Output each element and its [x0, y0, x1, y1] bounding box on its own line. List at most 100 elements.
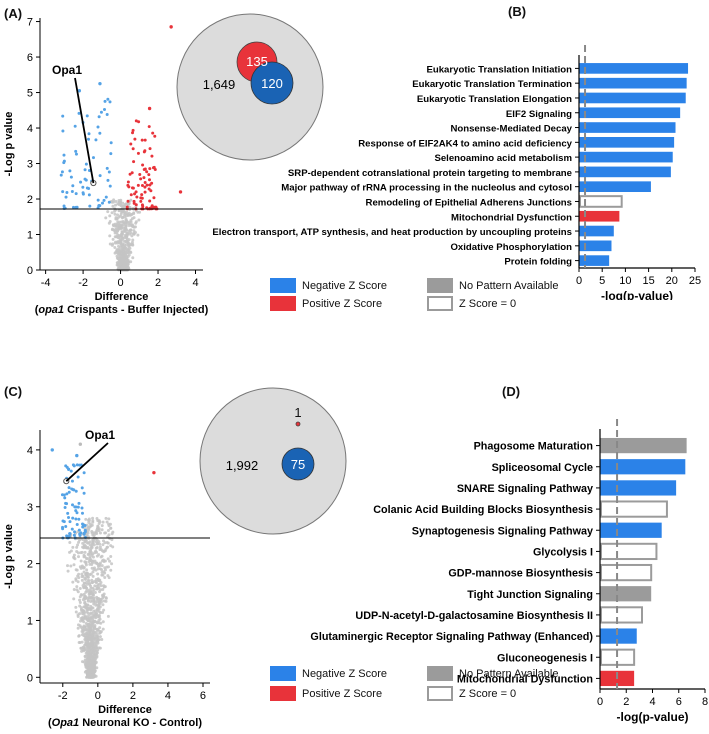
point-positive — [142, 167, 146, 171]
point-positive — [127, 185, 131, 189]
point-negative — [71, 463, 75, 467]
venn-blue-count: 75 — [291, 457, 305, 472]
point-nonsignificant — [105, 545, 109, 549]
point-nonsignificant — [93, 591, 97, 595]
venn-red-count: 1 — [294, 405, 301, 420]
point-nonsignificant — [93, 584, 97, 588]
point-positive — [134, 203, 138, 207]
point-nonsignificant — [96, 608, 100, 612]
legend-label-negative: Negative Z Score — [302, 279, 387, 292]
point-negative — [102, 198, 106, 202]
opa1-callout-line — [65, 442, 109, 482]
point-nonsignificant — [113, 231, 117, 235]
point-nonsignificant — [86, 599, 90, 603]
point-nonsignificant — [93, 559, 97, 563]
point-nonsignificant — [82, 553, 86, 557]
point-nonsignificant — [111, 200, 115, 204]
point-nonsignificant — [91, 651, 95, 655]
point-negative — [108, 100, 112, 104]
point-nonsignificant — [91, 570, 95, 574]
venn-blue-circle — [250, 61, 294, 105]
point-nonsignificant — [98, 631, 102, 635]
point-nonsignificant — [88, 619, 92, 623]
point-negative — [81, 185, 85, 189]
point-nonsignificant — [116, 249, 120, 253]
point-nonsignificant — [81, 545, 85, 549]
point-negative — [59, 173, 63, 177]
point-negative — [98, 174, 102, 178]
point-negative — [98, 131, 102, 135]
bar — [600, 542, 658, 561]
point-nonsignificant — [108, 559, 112, 563]
x-axis-sublabel: (Opa1 Neuronal KO - Control) — [48, 717, 202, 729]
category-label: Oxidative Phosphorylation — [450, 242, 572, 253]
point-nonsignificant — [132, 225, 136, 229]
point-positive — [140, 193, 144, 197]
point-nonsignificant — [129, 231, 133, 235]
point-positive — [126, 180, 130, 184]
point-negative — [74, 509, 78, 513]
point-nonsignificant — [86, 578, 90, 582]
point-positive — [130, 171, 134, 175]
x-tick-label: 0 — [95, 690, 101, 702]
point-positive — [148, 199, 152, 203]
point-negative — [83, 523, 87, 527]
point-nonsignificant — [99, 611, 103, 615]
point-nonsignificant — [129, 198, 133, 202]
point-nonsignificant — [117, 265, 121, 269]
point-nonsignificant — [74, 610, 78, 614]
point-positive — [143, 180, 147, 184]
x-tick-label: 15 — [642, 275, 654, 287]
point-nonsignificant — [117, 199, 121, 203]
point-nonsignificant — [96, 525, 100, 529]
category-label: Selenoamino acid metabolism — [434, 153, 572, 164]
point-nonsignificant — [97, 529, 101, 533]
point-nonsignificant — [120, 259, 124, 263]
point-nonsignificant — [124, 258, 128, 262]
point-nonsignificant — [89, 616, 93, 620]
point-positive — [126, 199, 130, 203]
point-nonsignificant — [111, 223, 115, 227]
x-tick-label: 0 — [118, 277, 124, 289]
point-negative — [65, 465, 69, 469]
y-tick-label: 7 — [27, 17, 33, 29]
point-negative — [85, 114, 89, 118]
point-nonsignificant — [83, 600, 87, 604]
x-tick-label: 4 — [649, 696, 655, 708]
point-nonsignificant — [115, 226, 119, 230]
point-nonsignificant — [87, 581, 91, 585]
panel-label-a: (A) — [4, 6, 23, 21]
point-nonsignificant — [82, 581, 86, 585]
x-tick-label: 4 — [165, 690, 171, 702]
point-negative — [72, 533, 76, 537]
bar — [579, 166, 671, 178]
point-nonsignificant — [95, 641, 99, 645]
point-nonsignificant — [106, 565, 110, 569]
point-nonsignificant — [90, 666, 94, 670]
point-nonsignificant — [92, 602, 96, 606]
point-positive — [148, 183, 152, 187]
point-nonsignificant — [116, 240, 120, 244]
point-positive — [149, 189, 153, 193]
legend-positive-top: Positive Z Score — [270, 296, 382, 311]
point-nonsignificant — [110, 211, 114, 215]
point-nonsignificant — [114, 241, 118, 245]
panel-label-c: (C) — [4, 384, 23, 399]
y-tick-label: 2 — [27, 559, 33, 571]
point-nonsignificant — [94, 646, 98, 650]
point-negative — [61, 525, 65, 529]
point-negative — [68, 532, 72, 536]
point-nonsignificant — [130, 234, 134, 238]
point-positive — [140, 138, 144, 142]
point-negative — [74, 517, 78, 521]
point-nonsignificant — [75, 588, 79, 592]
bar — [600, 606, 643, 624]
point-negative — [62, 153, 66, 157]
x-tick-label: 0 — [576, 275, 582, 287]
point-nonsignificant — [103, 585, 107, 589]
point-positive — [153, 134, 157, 138]
point-nonsignificant — [120, 237, 124, 241]
bar — [579, 92, 686, 104]
point-nonsignificant — [102, 599, 106, 603]
point-positive — [131, 186, 135, 190]
